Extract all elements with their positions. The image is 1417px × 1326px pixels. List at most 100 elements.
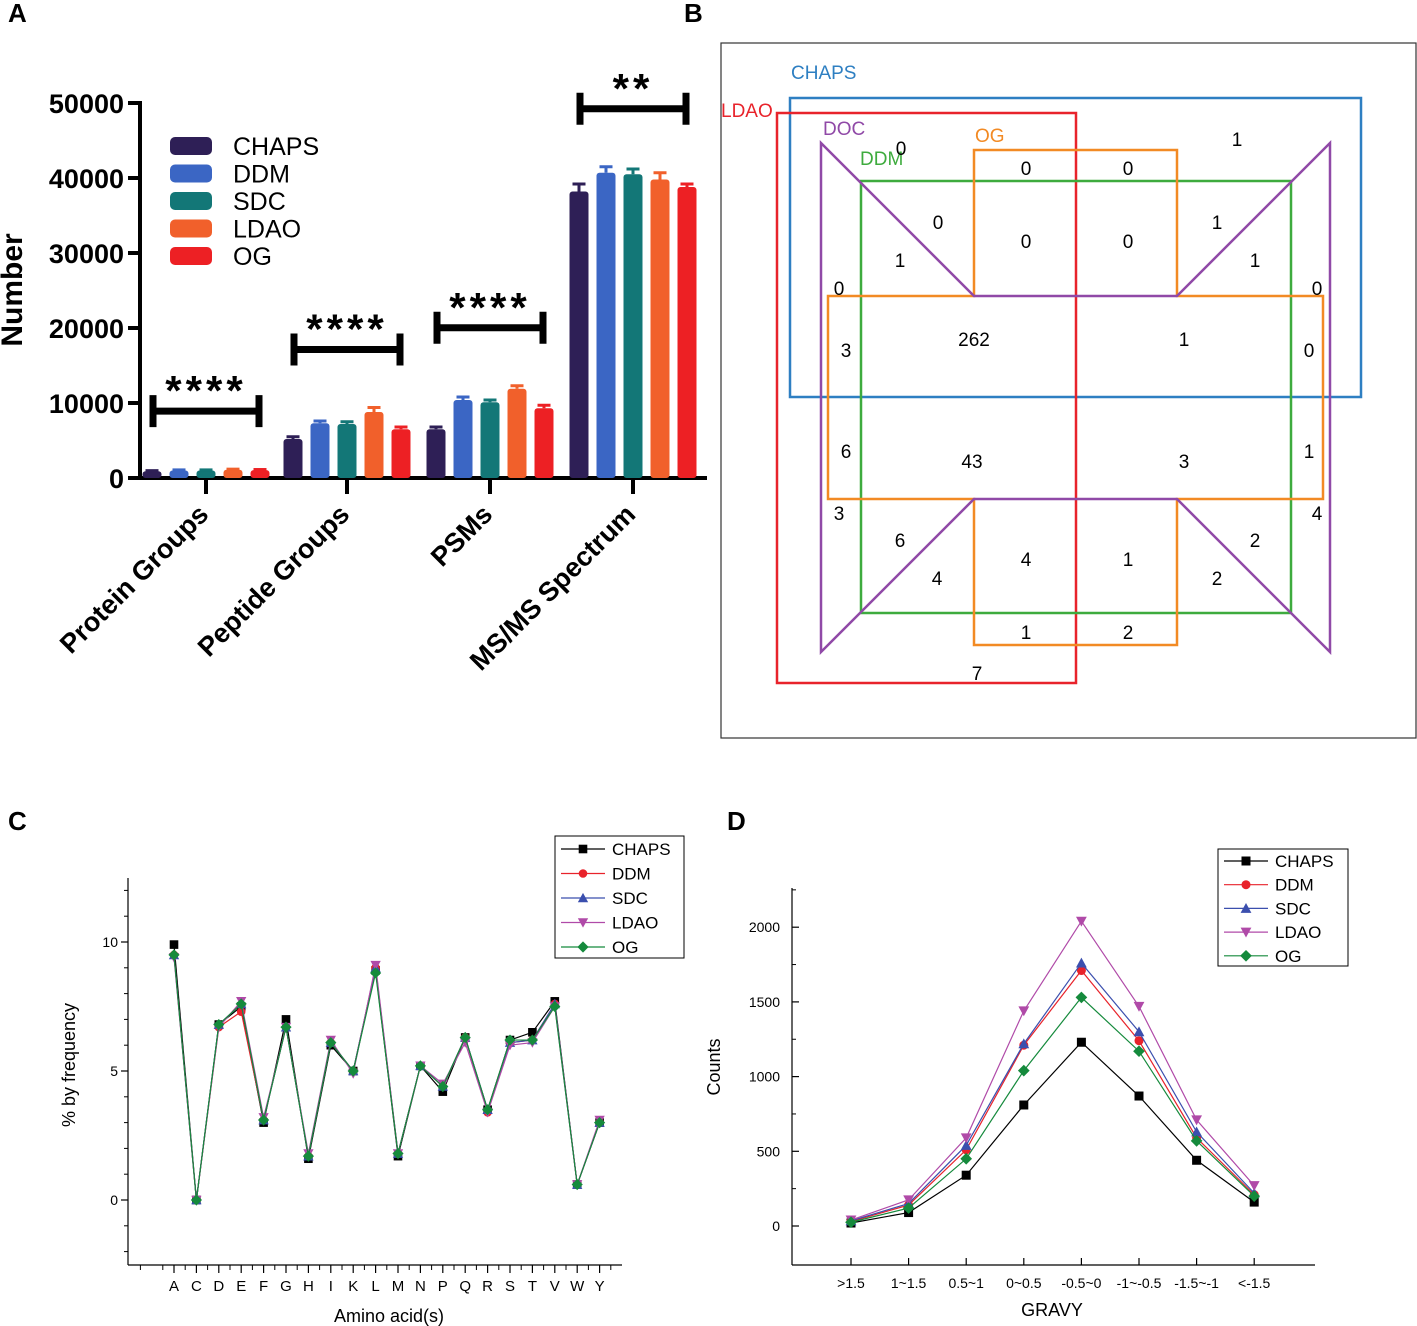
- y-tick-label: 30000: [49, 239, 124, 269]
- y-tick-label: 5: [110, 1063, 118, 1079]
- legend-label: LDAO: [233, 216, 301, 244]
- data-point-triangle-up: [1240, 903, 1252, 913]
- data-point-diamond: [577, 941, 589, 953]
- panel-a-significance: ******** ******: [149, 65, 690, 428]
- y-tick-label: 10000: [49, 389, 124, 419]
- x-tick-label: L: [371, 1278, 379, 1295]
- venn-region-count: 1: [1179, 330, 1190, 351]
- legend-label: SDC: [612, 889, 648, 908]
- data-point-triangle-down: [1018, 1006, 1030, 1017]
- panel-b-label: B: [684, 0, 703, 28]
- x-tick-label: T: [528, 1278, 537, 1295]
- venn-label-doc: DOC: [823, 119, 865, 140]
- data-point-diamond: [549, 1000, 561, 1013]
- data-point-diamond: [280, 1021, 292, 1033]
- x-tick-label: 0~0.5: [1006, 1275, 1042, 1291]
- series-line: [173, 944, 601, 1201]
- data-point-triangle-down: [903, 1195, 914, 1206]
- significance-stars: ****: [449, 284, 530, 331]
- bar: [623, 174, 643, 478]
- panel-c-label: C: [8, 806, 27, 836]
- data-point-square: [1249, 1197, 1259, 1207]
- legend-label: LDAO: [1275, 923, 1321, 942]
- data-point-diamond: [325, 1037, 337, 1049]
- data-point-diamond: [594, 1117, 606, 1129]
- data-point-triangle-up: [1191, 1126, 1202, 1137]
- x-tick-label: E: [236, 1278, 246, 1295]
- venn-region-count: 4: [932, 569, 943, 590]
- data-point-diamond: [392, 1147, 404, 1160]
- data-point-square: [1241, 856, 1251, 866]
- venn-region-count: 1: [1021, 623, 1032, 644]
- data-point-square: [1076, 1037, 1086, 1047]
- panel-d-label: D: [727, 806, 746, 836]
- legend-label: LDAO: [612, 914, 658, 933]
- legend-swatch: [170, 219, 212, 238]
- y-tick-label: 500: [757, 1143, 781, 1159]
- legend-box: [554, 835, 685, 959]
- data-point-square: [1134, 1091, 1144, 1101]
- legend-swatch: [170, 192, 212, 210]
- data-point-triangle-down: [1133, 1001, 1145, 1012]
- y-tick-label: 40000: [49, 164, 124, 194]
- venn-region-count: 262: [958, 330, 990, 351]
- venn-region-count: 0: [1021, 232, 1032, 253]
- data-point-square: [528, 1028, 537, 1037]
- data-point-circle: [1134, 1036, 1144, 1046]
- legend-swatch: [170, 247, 212, 265]
- x-tick-label: Protein Groups: [54, 499, 214, 659]
- x-tick-label: D: [213, 1278, 224, 1295]
- venn-region-count: 1: [1212, 213, 1223, 234]
- x-tick-label: -0.5~0: [1061, 1275, 1101, 1291]
- legend-label: DDM: [612, 865, 651, 884]
- bar: [391, 429, 411, 478]
- data-point-diamond: [459, 1031, 471, 1044]
- legend-label: CHAPS: [1275, 852, 1334, 871]
- data-point-diamond: [168, 949, 180, 961]
- venn-region-count: 6: [895, 531, 906, 552]
- x-tick-label: A: [169, 1278, 179, 1295]
- data-point-circle: [1241, 880, 1251, 890]
- x-tick-label: Y: [595, 1278, 605, 1295]
- data-point-square: [1019, 1100, 1029, 1110]
- data-point-triangle-up: [960, 1139, 972, 1150]
- data-point-circle: [1076, 966, 1086, 976]
- data-point-triangle-down: [1191, 1115, 1202, 1126]
- data-point-circle: [578, 869, 588, 878]
- venn-region-count: 2: [1123, 623, 1134, 644]
- y-tick-label: 1500: [749, 994, 780, 1010]
- data-point-triangle-up: [1133, 1026, 1145, 1037]
- venn-label-og: OG: [975, 126, 1005, 147]
- data-point-triangle-down: [1248, 1181, 1260, 1192]
- y-tick-label: 50000: [49, 89, 124, 119]
- venn-region-count: 1: [1250, 251, 1261, 272]
- x-tick-label: K: [348, 1278, 358, 1295]
- venn-set-ddm: [859, 179, 1293, 615]
- series-line: [850, 996, 1255, 1223]
- x-tick-label: N: [415, 1278, 426, 1295]
- panel-b-venn-diagram: B CHAPS LDAO DOC DDM OG 0 1 0 0 0 1 0 0 …: [684, 0, 1417, 739]
- panel-a-bars: [142, 165, 697, 478]
- x-tick-label: V: [550, 1278, 560, 1295]
- bar: [453, 400, 473, 478]
- venn-region-count: 0: [1304, 341, 1315, 362]
- venn-region-count: 2: [1212, 569, 1223, 590]
- data-point-diamond: [1190, 1134, 1203, 1147]
- data-point-square: [169, 940, 179, 949]
- y-tick-label: 2000: [749, 919, 780, 935]
- legend-label: OG: [1275, 947, 1301, 966]
- venn-region-count: 0: [896, 139, 907, 160]
- legend-label: OG: [612, 938, 638, 957]
- venn-region-count: 1: [895, 251, 906, 272]
- series-line: [173, 957, 601, 1201]
- venn-region-count: 4: [1021, 550, 1032, 571]
- x-tick-label: I: [329, 1278, 333, 1295]
- data-point-diamond: [1075, 991, 1088, 1004]
- data-point-diamond: [1240, 949, 1252, 962]
- bar: [364, 412, 384, 478]
- legend-label: DDM: [1275, 876, 1314, 895]
- venn-region-count: 6: [841, 442, 852, 463]
- venn-region-count: 0: [834, 279, 845, 300]
- venn-region-count: 0: [1312, 279, 1323, 300]
